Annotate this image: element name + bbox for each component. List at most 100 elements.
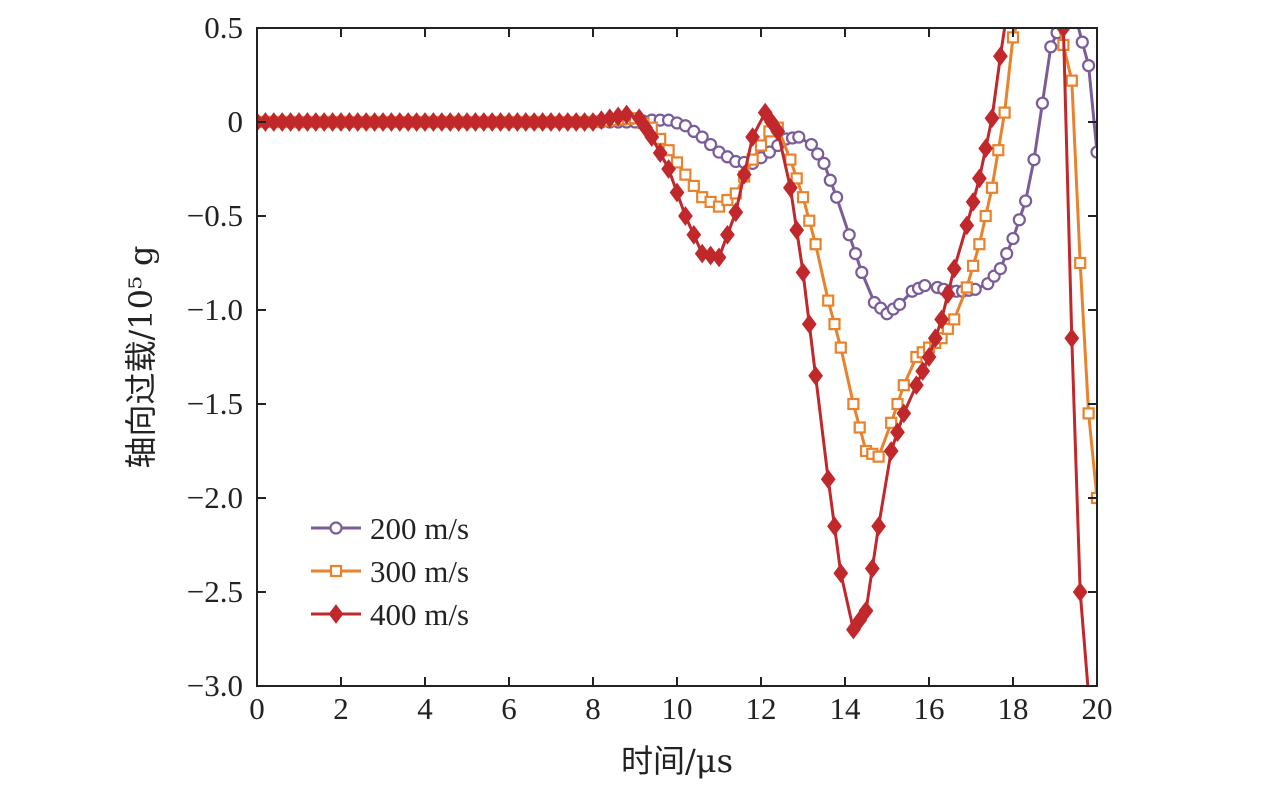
data-point — [1033, 4, 1043, 14]
data-point — [795, 262, 811, 283]
data-point — [803, 214, 816, 227]
data-point — [754, 139, 768, 152]
data-point — [686, 224, 702, 245]
chart-legend: 200 m/s 300 m/s 400 m/s — [311, 511, 469, 632]
data-point — [848, 247, 863, 261]
plot-series-group — [257, 0, 1097, 686]
data-point — [820, 469, 836, 490]
data-point — [959, 215, 975, 236]
series-line — [257, 28, 1090, 686]
y-tick-label: 0 — [228, 104, 244, 139]
data-point — [842, 228, 856, 242]
data-point — [855, 265, 869, 279]
data-point — [1016, 4, 1026, 14]
y-tick-label: −2.5 — [187, 574, 243, 609]
data-point — [993, 262, 1008, 276]
data-point — [770, 121, 786, 142]
data-point — [890, 422, 905, 443]
data-point — [972, 168, 987, 189]
series-line — [257, 28, 1097, 499]
x-tick-label: 2 — [333, 691, 349, 726]
series-1 — [257, 4, 1097, 505]
data-point — [885, 416, 898, 429]
data-point — [979, 209, 992, 223]
data-point — [1018, 194, 1033, 208]
data-point — [965, 192, 981, 212]
data-point — [804, 137, 819, 152]
data-point — [1090, 145, 1097, 159]
data-point — [721, 193, 734, 207]
data-point — [847, 397, 860, 411]
data-point — [1006, 231, 1020, 246]
y-tick-label: −1.0 — [187, 292, 243, 327]
data-point — [644, 127, 660, 147]
x-tick-label: 10 — [662, 691, 693, 726]
y-tick-label: 0.5 — [204, 10, 243, 45]
data-point — [966, 259, 980, 272]
data-point — [1050, 4, 1060, 14]
data-point — [652, 143, 668, 163]
data-point — [792, 130, 806, 144]
data-point — [619, 104, 634, 125]
series-2 — [257, 0, 1090, 686]
y-tick-label: −2.0 — [187, 480, 243, 515]
data-point — [808, 365, 823, 386]
data-point — [712, 200, 726, 213]
legend-marker — [329, 564, 343, 578]
data-point — [1075, 35, 1089, 49]
data-point — [993, 46, 1008, 67]
data-point — [789, 220, 805, 240]
x-tick-label: 18 — [998, 691, 1029, 726]
data-point — [984, 108, 1000, 129]
data-point — [1071, 13, 1082, 24]
data-point — [1025, 4, 1035, 14]
data-point — [687, 179, 700, 193]
data-point — [918, 278, 932, 293]
data-point — [927, 328, 943, 349]
data-point — [1064, 328, 1080, 349]
data-point — [864, 558, 880, 579]
data-point — [790, 172, 803, 185]
data-point — [973, 238, 986, 251]
data-point — [1027, 153, 1041, 167]
legend-marker — [328, 604, 344, 624]
data-point — [978, 138, 994, 159]
data-point — [711, 247, 727, 268]
legend-item: 400 m/s — [311, 597, 469, 632]
x-tick-label: 8 — [585, 691, 601, 726]
y-tick-label: −0.5 — [187, 198, 243, 233]
x-tick-label: 20 — [1082, 691, 1113, 726]
data-point — [809, 238, 822, 251]
x-tick-label: 16 — [914, 691, 945, 726]
data-point — [1056, 28, 1071, 38]
x-tick-label: 14 — [830, 691, 862, 726]
legend-item: 200 m/s — [311, 511, 469, 546]
data-point — [1065, 74, 1078, 87]
data-point — [796, 191, 810, 204]
data-point — [1003, 0, 1015, 8]
data-point — [1072, 582, 1088, 602]
x-tick-label: 0 — [249, 691, 265, 726]
y-axis-title: 轴向过载/10⁵ g — [122, 246, 160, 469]
data-point — [1081, 58, 1096, 73]
data-point — [736, 164, 752, 185]
legend-label: 200 m/s — [370, 511, 469, 546]
data-point — [934, 309, 949, 330]
data-point — [679, 168, 692, 181]
y-axis: 0.5 0 −0.5 −1.0 −1.5 −2.0 −2.5 −3.0 — [187, 10, 1097, 703]
y-tick-label: −1.5 — [187, 386, 243, 421]
data-point — [728, 202, 744, 223]
data-point — [1064, 13, 1075, 24]
data-point — [829, 190, 844, 204]
data-point — [823, 173, 837, 187]
data-point — [1044, 40, 1058, 54]
data-point — [992, 144, 1005, 157]
data-point — [670, 156, 684, 169]
data-point — [891, 397, 904, 411]
data-point — [669, 182, 685, 203]
data-point — [946, 258, 962, 279]
data-point — [1000, 247, 1014, 261]
data-point — [1038, 1, 1050, 17]
data-point — [921, 347, 937, 367]
